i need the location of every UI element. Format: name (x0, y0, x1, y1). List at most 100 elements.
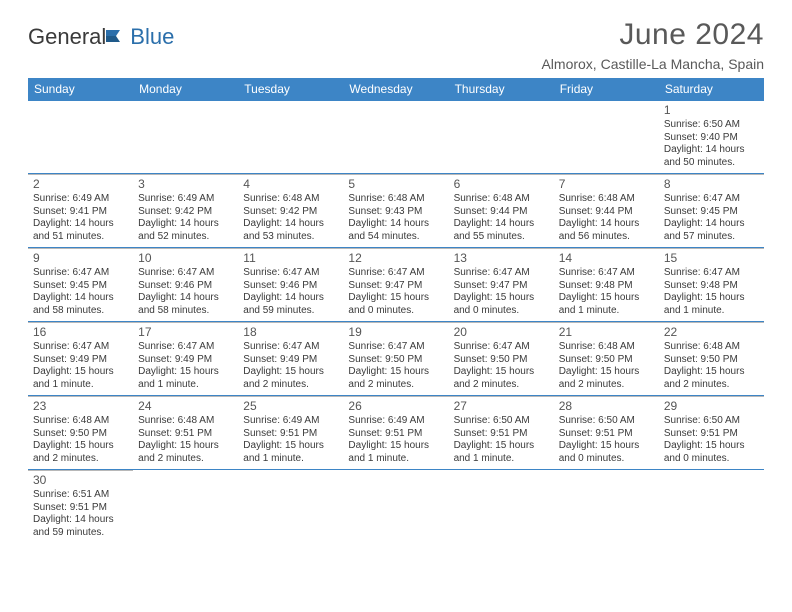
day-cell: 13Sunrise: 6:47 AMSunset: 9:47 PMDayligh… (449, 248, 554, 321)
sunrise-text: Sunrise: 6:48 AM (348, 193, 443, 206)
daylight-text: Daylight: 14 hours and 52 minutes. (138, 218, 233, 243)
daylight-text: Daylight: 15 hours and 2 minutes. (454, 366, 549, 391)
blank-cell (133, 470, 238, 543)
weekday-fri: Friday (554, 78, 659, 101)
daylight-text: Daylight: 14 hours and 55 minutes. (454, 218, 549, 243)
sunrise-text: Sunrise: 6:47 AM (243, 267, 338, 280)
day-cell: 17Sunrise: 6:47 AMSunset: 9:49 PMDayligh… (133, 322, 238, 395)
sunset-text: Sunset: 9:45 PM (664, 206, 759, 219)
sunrise-text: Sunrise: 6:48 AM (243, 193, 338, 206)
day-cell: 20Sunrise: 6:47 AMSunset: 9:50 PMDayligh… (449, 322, 554, 395)
daylight-text: Daylight: 15 hours and 2 minutes. (138, 440, 233, 465)
day-cell: 9Sunrise: 6:47 AMSunset: 9:45 PMDaylight… (28, 248, 133, 321)
day-cell: 22Sunrise: 6:48 AMSunset: 9:50 PMDayligh… (659, 322, 764, 395)
daylight-text: Daylight: 15 hours and 2 minutes. (243, 366, 338, 391)
sunset-text: Sunset: 9:42 PM (243, 206, 338, 219)
blank-cell (554, 470, 659, 543)
sunset-text: Sunset: 9:50 PM (559, 354, 654, 367)
daylight-text: Daylight: 14 hours and 58 minutes. (33, 292, 128, 317)
sunrise-text: Sunrise: 6:47 AM (33, 267, 128, 280)
daylight-text: Daylight: 15 hours and 2 minutes. (348, 366, 443, 391)
sunrise-text: Sunrise: 6:47 AM (454, 267, 549, 280)
brand-logo: General Blue (28, 24, 174, 50)
sunrise-text: Sunrise: 6:47 AM (138, 341, 233, 354)
sunset-text: Sunset: 9:46 PM (138, 280, 233, 293)
week-row: 2Sunrise: 6:49 AMSunset: 9:41 PMDaylight… (28, 174, 764, 248)
sunset-text: Sunset: 9:48 PM (664, 280, 759, 293)
brand-part1: General (28, 24, 106, 50)
day-cell: 14Sunrise: 6:47 AMSunset: 9:48 PMDayligh… (554, 248, 659, 321)
day-cell: 8Sunrise: 6:47 AMSunset: 9:45 PMDaylight… (659, 174, 764, 247)
day-number: 15 (664, 251, 759, 266)
day-number: 27 (454, 399, 549, 414)
sunrise-text: Sunrise: 6:50 AM (559, 415, 654, 428)
weekday-thu: Thursday (449, 78, 554, 101)
sunset-text: Sunset: 9:51 PM (348, 428, 443, 441)
daylight-text: Daylight: 15 hours and 0 minutes. (559, 440, 654, 465)
sunset-text: Sunset: 9:47 PM (454, 280, 549, 293)
day-number: 6 (454, 177, 549, 192)
daylight-text: Daylight: 15 hours and 1 minute. (454, 440, 549, 465)
weekday-sun: Sunday (28, 78, 133, 101)
day-cell: 26Sunrise: 6:49 AMSunset: 9:51 PMDayligh… (343, 396, 448, 469)
sunset-text: Sunset: 9:45 PM (33, 280, 128, 293)
sunset-text: Sunset: 9:46 PM (243, 280, 338, 293)
blank-cell (449, 101, 554, 173)
page-title: June 2024 (541, 18, 764, 52)
blank-cell (659, 470, 764, 543)
sunset-text: Sunset: 9:49 PM (243, 354, 338, 367)
day-cell: 12Sunrise: 6:47 AMSunset: 9:47 PMDayligh… (343, 248, 448, 321)
day-cell: 18Sunrise: 6:47 AMSunset: 9:49 PMDayligh… (238, 322, 343, 395)
daylight-text: Daylight: 14 hours and 54 minutes. (348, 218, 443, 243)
day-number: 8 (664, 177, 759, 192)
day-cell: 24Sunrise: 6:48 AMSunset: 9:51 PMDayligh… (133, 396, 238, 469)
sunrise-text: Sunrise: 6:48 AM (454, 193, 549, 206)
day-number: 13 (454, 251, 549, 266)
day-number: 12 (348, 251, 443, 266)
day-cell: 11Sunrise: 6:47 AMSunset: 9:46 PMDayligh… (238, 248, 343, 321)
sunrise-text: Sunrise: 6:48 AM (664, 341, 759, 354)
day-cell: 19Sunrise: 6:47 AMSunset: 9:50 PMDayligh… (343, 322, 448, 395)
day-number: 28 (559, 399, 654, 414)
day-number: 2 (33, 177, 128, 192)
day-number: 19 (348, 325, 443, 340)
day-number: 7 (559, 177, 654, 192)
location-subtitle: Almorox, Castille-La Mancha, Spain (541, 56, 764, 72)
sunrise-text: Sunrise: 6:47 AM (348, 341, 443, 354)
week-row: 16Sunrise: 6:47 AMSunset: 9:49 PMDayligh… (28, 322, 764, 396)
daylight-text: Daylight: 15 hours and 1 minute. (559, 292, 654, 317)
day-cell: 28Sunrise: 6:50 AMSunset: 9:51 PMDayligh… (554, 396, 659, 469)
sunset-text: Sunset: 9:50 PM (454, 354, 549, 367)
weekday-sat: Saturday (659, 78, 764, 101)
day-number: 10 (138, 251, 233, 266)
daylight-text: Daylight: 15 hours and 0 minutes. (454, 292, 549, 317)
sunset-text: Sunset: 9:41 PM (33, 206, 128, 219)
daylight-text: Daylight: 14 hours and 59 minutes. (243, 292, 338, 317)
daylight-text: Daylight: 15 hours and 0 minutes. (348, 292, 443, 317)
daylight-text: Daylight: 15 hours and 2 minutes. (559, 366, 654, 391)
sunrise-text: Sunrise: 6:47 AM (348, 267, 443, 280)
sunrise-text: Sunrise: 6:51 AM (33, 489, 128, 502)
daylight-text: Daylight: 14 hours and 53 minutes. (243, 218, 338, 243)
day-number: 5 (348, 177, 443, 192)
calendar: Sunday Monday Tuesday Wednesday Thursday… (28, 78, 764, 543)
sunrise-text: Sunrise: 6:47 AM (559, 267, 654, 280)
day-cell: 30Sunrise: 6:51 AMSunset: 9:51 PMDayligh… (28, 470, 133, 543)
daylight-text: Daylight: 14 hours and 58 minutes. (138, 292, 233, 317)
day-number: 20 (454, 325, 549, 340)
daylight-text: Daylight: 14 hours and 50 minutes. (664, 144, 759, 169)
daylight-text: Daylight: 14 hours and 57 minutes. (664, 218, 759, 243)
sunset-text: Sunset: 9:51 PM (454, 428, 549, 441)
day-number: 17 (138, 325, 233, 340)
sunset-text: Sunset: 9:44 PM (454, 206, 549, 219)
day-number: 3 (138, 177, 233, 192)
weekday-mon: Monday (133, 78, 238, 101)
sunset-text: Sunset: 9:43 PM (348, 206, 443, 219)
sunset-text: Sunset: 9:51 PM (664, 428, 759, 441)
calendar-page: General Blue June 2024 Almorox, Castille… (0, 0, 792, 553)
weekday-wed: Wednesday (343, 78, 448, 101)
sunset-text: Sunset: 9:44 PM (559, 206, 654, 219)
day-cell: 5Sunrise: 6:48 AMSunset: 9:43 PMDaylight… (343, 174, 448, 247)
day-number: 11 (243, 251, 338, 266)
weekday-tue: Tuesday (238, 78, 343, 101)
